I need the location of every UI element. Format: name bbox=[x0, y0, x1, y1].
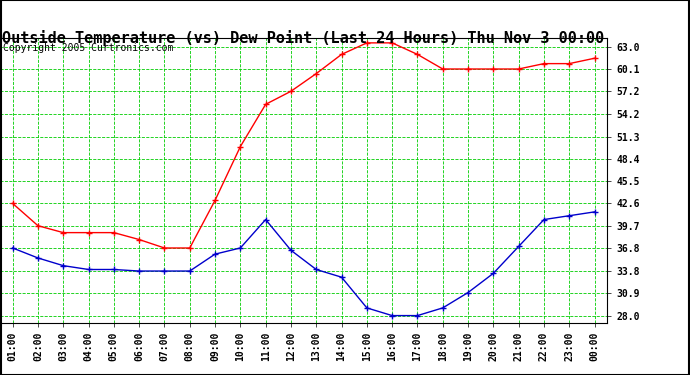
Text: Outside Temperature (vs) Dew Point (Last 24 Hours) Thu Nov 3 00:00: Outside Temperature (vs) Dew Point (Last… bbox=[3, 30, 604, 46]
Text: 17:00: 17:00 bbox=[413, 332, 422, 361]
Text: 20:00: 20:00 bbox=[489, 332, 498, 361]
Text: Copyright 2005 Curtronics.com: Copyright 2005 Curtronics.com bbox=[3, 43, 173, 53]
Text: 07:00: 07:00 bbox=[159, 332, 170, 361]
Text: 21:00: 21:00 bbox=[513, 332, 524, 361]
Text: 16:00: 16:00 bbox=[387, 332, 397, 361]
Text: 18:00: 18:00 bbox=[437, 332, 448, 361]
Text: 15:00: 15:00 bbox=[362, 332, 372, 361]
Text: 06:00: 06:00 bbox=[134, 332, 144, 361]
Text: 09:00: 09:00 bbox=[210, 332, 220, 361]
Text: 03:00: 03:00 bbox=[58, 332, 68, 361]
Text: 02:00: 02:00 bbox=[33, 332, 43, 361]
Text: 11:00: 11:00 bbox=[261, 332, 270, 361]
Text: 05:00: 05:00 bbox=[109, 332, 119, 361]
Text: 04:00: 04:00 bbox=[83, 332, 94, 361]
Text: 01:00: 01:00 bbox=[8, 332, 18, 361]
Text: 00:00: 00:00 bbox=[589, 332, 600, 361]
Text: 22:00: 22:00 bbox=[539, 332, 549, 361]
Text: 13:00: 13:00 bbox=[311, 332, 322, 361]
Text: 10:00: 10:00 bbox=[235, 332, 246, 361]
Text: 08:00: 08:00 bbox=[185, 332, 195, 361]
Text: 23:00: 23:00 bbox=[564, 332, 574, 361]
Text: 19:00: 19:00 bbox=[463, 332, 473, 361]
Text: 14:00: 14:00 bbox=[337, 332, 346, 361]
Text: 12:00: 12:00 bbox=[286, 332, 296, 361]
